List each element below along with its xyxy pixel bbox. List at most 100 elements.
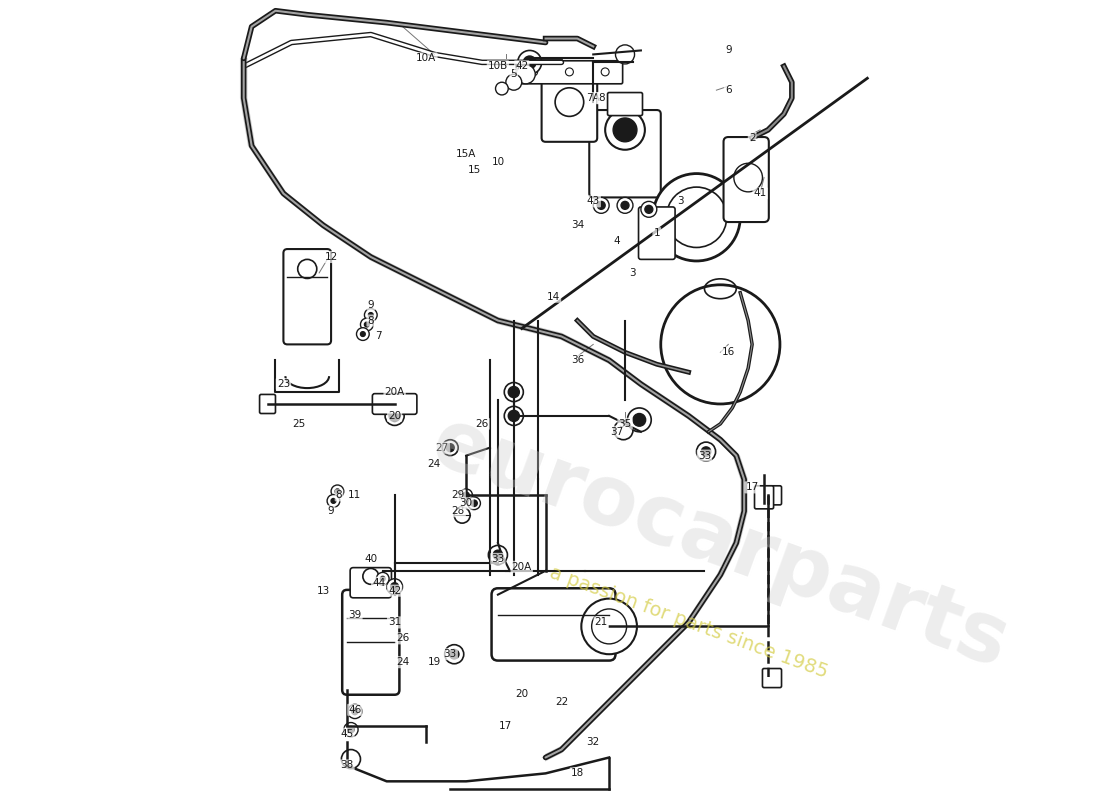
Circle shape: [652, 174, 740, 261]
Circle shape: [385, 406, 404, 426]
Text: 10A: 10A: [416, 54, 437, 63]
Text: 22: 22: [554, 697, 568, 707]
Text: 9: 9: [367, 300, 374, 310]
Text: 6: 6: [725, 85, 732, 95]
Circle shape: [331, 498, 335, 503]
Circle shape: [597, 202, 605, 210]
Text: 41: 41: [754, 189, 767, 198]
Text: 40: 40: [364, 554, 377, 564]
Text: 16: 16: [722, 347, 735, 358]
Circle shape: [390, 582, 398, 590]
Text: 28: 28: [452, 506, 465, 516]
Text: 8: 8: [336, 490, 342, 500]
Circle shape: [504, 382, 524, 402]
FancyBboxPatch shape: [755, 486, 773, 509]
Circle shape: [621, 202, 629, 210]
FancyBboxPatch shape: [762, 486, 781, 505]
Circle shape: [336, 489, 340, 494]
Text: 32: 32: [586, 737, 600, 746]
Text: 24: 24: [396, 657, 409, 667]
Circle shape: [641, 202, 657, 218]
Circle shape: [524, 56, 536, 69]
Text: 3: 3: [678, 196, 684, 206]
Text: a passion for parts since 1985: a passion for parts since 1985: [547, 563, 830, 682]
Circle shape: [348, 704, 362, 718]
Text: 39: 39: [349, 610, 362, 619]
Circle shape: [387, 578, 403, 594]
Circle shape: [341, 750, 361, 769]
FancyBboxPatch shape: [590, 110, 661, 198]
Circle shape: [463, 492, 470, 498]
Text: 12: 12: [324, 252, 338, 262]
Circle shape: [516, 65, 536, 84]
Text: 42: 42: [515, 62, 528, 71]
FancyBboxPatch shape: [607, 93, 642, 115]
Circle shape: [617, 198, 632, 214]
Circle shape: [493, 550, 503, 560]
Text: 17: 17: [499, 721, 513, 730]
Circle shape: [454, 507, 470, 523]
Circle shape: [364, 309, 377, 322]
Circle shape: [348, 726, 354, 733]
Text: 42: 42: [388, 586, 401, 596]
Text: 29: 29: [452, 490, 465, 500]
Circle shape: [614, 421, 632, 440]
Circle shape: [368, 313, 373, 318]
Text: 10: 10: [492, 157, 505, 166]
Text: 38: 38: [340, 761, 353, 770]
Text: 8: 8: [367, 315, 374, 326]
Text: 9: 9: [328, 506, 334, 516]
Circle shape: [356, 328, 370, 341]
Circle shape: [508, 386, 519, 398]
Text: 15A: 15A: [455, 149, 476, 158]
Text: 18: 18: [571, 768, 584, 778]
Circle shape: [444, 645, 464, 664]
FancyBboxPatch shape: [541, 74, 597, 142]
FancyBboxPatch shape: [638, 207, 675, 259]
Circle shape: [389, 410, 400, 422]
FancyBboxPatch shape: [260, 394, 275, 414]
Text: 30: 30: [460, 498, 473, 508]
Text: 9: 9: [725, 46, 732, 55]
Circle shape: [592, 609, 627, 644]
Text: eurocarparts: eurocarparts: [421, 401, 1020, 685]
Text: 46: 46: [349, 705, 362, 715]
Circle shape: [616, 45, 635, 64]
FancyBboxPatch shape: [724, 137, 769, 222]
Circle shape: [363, 569, 378, 584]
Circle shape: [734, 163, 762, 192]
FancyBboxPatch shape: [342, 590, 399, 694]
Circle shape: [471, 500, 477, 506]
Text: 7: 7: [375, 331, 382, 342]
Text: 2: 2: [749, 133, 756, 143]
Circle shape: [450, 650, 459, 659]
Text: 24: 24: [428, 458, 441, 469]
Circle shape: [331, 485, 344, 498]
Circle shape: [504, 406, 524, 426]
Circle shape: [632, 414, 646, 426]
Circle shape: [361, 332, 365, 337]
Text: 26: 26: [396, 634, 409, 643]
Circle shape: [468, 497, 481, 510]
Text: 44: 44: [372, 578, 385, 588]
Text: 15: 15: [468, 165, 481, 174]
Circle shape: [460, 489, 473, 502]
Text: 7A: 7A: [586, 93, 601, 103]
Circle shape: [352, 708, 359, 714]
Circle shape: [447, 444, 454, 452]
Text: 3: 3: [629, 268, 636, 278]
Text: 20A: 20A: [385, 387, 405, 397]
Circle shape: [506, 74, 521, 90]
Text: 27: 27: [436, 442, 449, 453]
Text: 23: 23: [277, 379, 290, 389]
FancyBboxPatch shape: [373, 394, 417, 414]
Circle shape: [344, 722, 359, 737]
Circle shape: [508, 410, 519, 422]
Text: 21: 21: [595, 618, 608, 627]
Text: 33: 33: [697, 450, 711, 461]
Text: 45: 45: [340, 729, 353, 738]
Circle shape: [327, 494, 340, 507]
FancyBboxPatch shape: [492, 588, 616, 661]
FancyBboxPatch shape: [762, 669, 781, 687]
Circle shape: [364, 322, 370, 327]
